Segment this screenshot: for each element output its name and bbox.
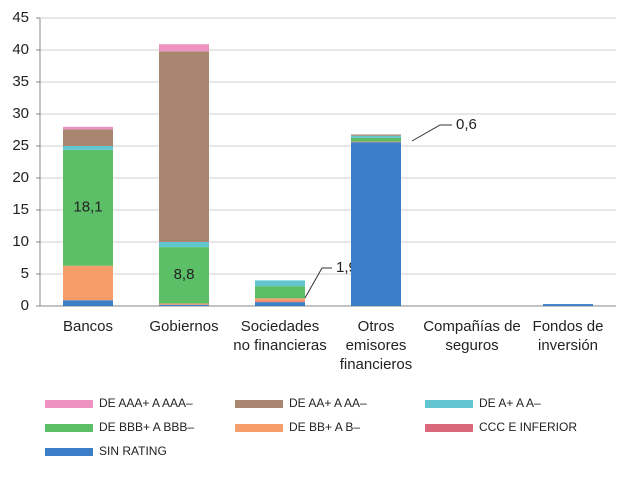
legend-label: DE BBB+ A BBB–	[99, 420, 194, 434]
bar-segment	[63, 126, 113, 130]
legend-swatch	[45, 448, 93, 456]
bar-segment	[159, 44, 209, 52]
value-label: 8,8	[174, 266, 195, 283]
legend-swatch	[235, 400, 283, 408]
y-tick-label: 15	[12, 201, 29, 218]
y-tick-label: 40	[12, 41, 29, 58]
bar-segment	[255, 298, 305, 302]
legend-label: DE AAA+ A AAA–	[99, 396, 193, 410]
legend-label: DE BB+ A B–	[289, 420, 360, 434]
legend-label: DE A+ A A–	[479, 396, 541, 410]
bar-segment	[351, 135, 401, 138]
y-tick-label: 0	[21, 297, 29, 314]
bar-segment	[351, 141, 401, 143]
y-tick-label: 45	[12, 9, 29, 26]
bar-segment	[255, 301, 305, 303]
x-tick-label: Bancos	[62, 318, 114, 335]
bar-segment	[351, 134, 401, 136]
x-tick-label: Otros emisores financieros	[339, 318, 413, 373]
bar-segment	[159, 304, 209, 306]
bar-segment	[63, 146, 113, 150]
bar-segment	[63, 149, 113, 266]
bar-segment	[543, 304, 593, 306]
leader-line	[304, 267, 332, 299]
bar-segment	[63, 129, 113, 146]
legend-swatch	[425, 424, 473, 432]
bar-segment	[351, 137, 401, 142]
y-tick-label: 35	[12, 73, 29, 90]
y-tick-label: 30	[12, 105, 29, 122]
bar-segment	[63, 265, 113, 301]
x-tick-label: Compañías de seguros	[423, 318, 521, 354]
bar-segment	[159, 247, 209, 304]
bar-segment	[255, 302, 305, 306]
leader-line	[411, 124, 452, 142]
x-tick-label: Gobiernos	[149, 318, 219, 335]
value-label: 18,1	[73, 199, 102, 216]
legend-swatch	[45, 424, 93, 432]
x-tick-label: Fondos de inversión	[532, 318, 604, 354]
value-label: 0,6	[456, 116, 477, 133]
legend-label: SIN RATING	[99, 444, 167, 458]
bar-segment	[255, 286, 305, 299]
bar-segment	[351, 142, 401, 306]
x-tick-label: Sociedades no financieras	[233, 318, 327, 354]
legend-label: DE AA+ A AA–	[289, 396, 367, 410]
bar-segment	[159, 303, 209, 305]
y-tick-label: 5	[21, 265, 29, 282]
y-tick-label: 25	[12, 137, 29, 154]
legend-swatch	[235, 424, 283, 432]
legend-swatch	[425, 400, 473, 408]
bar-segment	[63, 300, 113, 306]
legend-label: CCC E INFERIOR	[479, 420, 577, 434]
bar-segment	[159, 242, 209, 248]
bar-segment	[255, 280, 305, 287]
y-tick-label: 10	[12, 233, 29, 250]
legend-swatch	[45, 400, 93, 408]
y-tick-label: 20	[12, 169, 29, 186]
bar-segment	[159, 51, 209, 242]
